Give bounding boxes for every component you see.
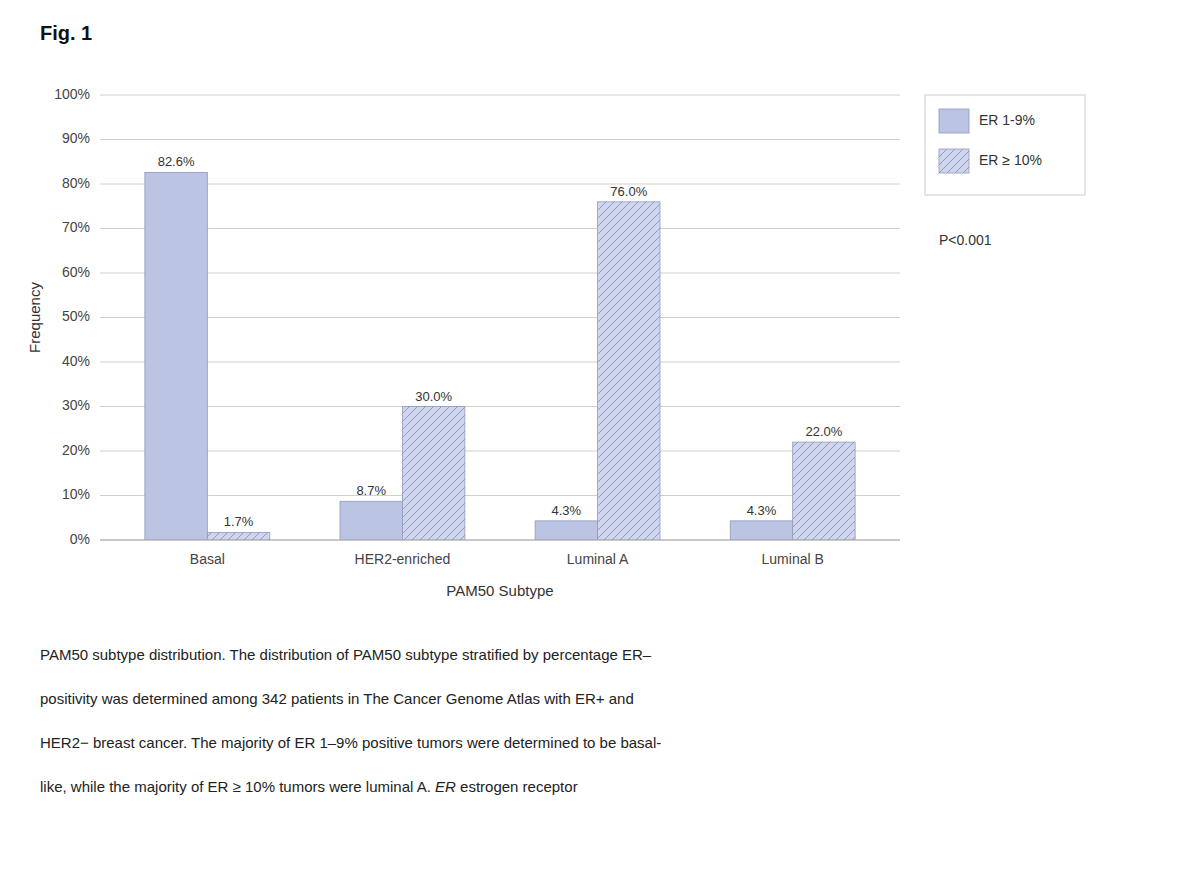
y-tick-label: 50% — [62, 308, 90, 324]
x-tick-label: Luminal A — [567, 551, 629, 567]
bar — [793, 442, 855, 540]
bar — [145, 172, 207, 540]
legend-swatch — [939, 149, 969, 173]
title: Fig. 1 — [40, 22, 92, 44]
legend-label: ER 1-9% — [979, 112, 1035, 128]
y-tick-label: 20% — [62, 442, 90, 458]
y-tick-label: 80% — [62, 175, 90, 191]
x-tick-label: HER2-enriched — [355, 551, 451, 567]
grid-line — [100, 273, 900, 274]
grid-line — [100, 362, 900, 363]
y-tick-label: 70% — [62, 219, 90, 235]
grid-line — [100, 95, 900, 96]
bars — [145, 172, 855, 540]
grid-line — [100, 184, 900, 185]
grid-line — [100, 228, 900, 229]
legend: ER 1-9% ER ≥ 10% — [925, 95, 1085, 195]
y-tick-label: 0% — [70, 531, 90, 547]
caption-line: positivity was determined among 342 pati… — [40, 690, 634, 707]
bar — [402, 407, 464, 541]
data-label: 22.0% — [805, 424, 842, 439]
bar — [598, 202, 660, 540]
caption-line: PAM50 subtype distribution. The distribu… — [40, 646, 652, 663]
y-tick-label: 90% — [62, 130, 90, 146]
legend-frame — [925, 95, 1085, 195]
y-tick-label: 30% — [62, 397, 90, 413]
y-tick-label: 40% — [62, 353, 90, 369]
bar — [730, 521, 792, 540]
grid-line — [100, 406, 900, 407]
annotation: P<0.001 — [939, 232, 992, 248]
data-label: 4.3% — [552, 503, 582, 518]
data-label: 1.7% — [224, 514, 254, 529]
chart: Fig. 1 0% 10% 20% 30% 40% 50% 60% 70% 80% 90% 100% 8… — [0, 0, 1200, 878]
grid-line — [100, 495, 900, 496]
legend-swatch — [939, 109, 969, 133]
x-tick-label: Luminal B — [762, 551, 824, 567]
bar — [340, 501, 402, 540]
x-axis-line — [100, 540, 900, 541]
y-tick-label: 100% — [54, 86, 90, 102]
y-tick-label: 10% — [62, 486, 90, 502]
caption-line: like, while the majority of ER ≥ 10% tum… — [40, 778, 578, 795]
bar — [207, 532, 269, 540]
caption-line: HER2− breast cancer. The majority of ER … — [40, 734, 661, 751]
x-axis-label: PAM50 Subtype — [446, 582, 553, 599]
data-label: 82.6% — [158, 154, 195, 169]
x-tick-label: Basal — [190, 551, 225, 567]
legend-label: ER ≥ 10% — [979, 152, 1042, 168]
grid-line — [100, 451, 900, 452]
bar — [535, 521, 597, 540]
data-label: 8.7% — [356, 483, 386, 498]
grid-line — [100, 317, 900, 318]
grid-line — [100, 540, 900, 541]
data-labels: 82.6% 8.7% 4.3% 4.3% 1.7% 30.0% 76.0% 22.0% — [158, 154, 843, 529]
y-tick-label: 60% — [62, 264, 90, 280]
y-axis-label: Frequency — [26, 282, 43, 353]
grid — [100, 95, 900, 540]
data-label: 30.0% — [415, 389, 452, 404]
data-label: 76.0% — [610, 184, 647, 199]
grid-line — [100, 139, 900, 140]
data-label: 4.3% — [747, 503, 777, 518]
